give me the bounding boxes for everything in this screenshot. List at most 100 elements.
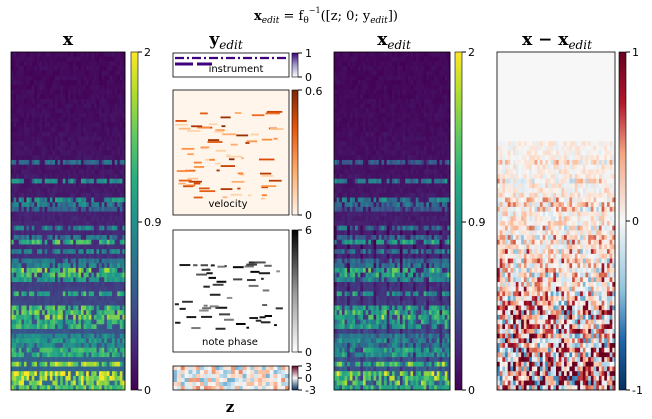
heatmap-cell [436, 159, 440, 166]
heatmap-cell [349, 188, 353, 194]
heatmap-cell [336, 98, 340, 105]
heatmap-cell [352, 197, 356, 203]
heatmap-cell [426, 239, 430, 245]
heatmap-cell [399, 225, 403, 231]
heatmap-cell [434, 117, 438, 123]
heatmap-cell [75, 328, 79, 335]
heatmap-cell [431, 113, 435, 119]
heatmap-cell [91, 89, 95, 95]
heatmap-cell [65, 324, 69, 330]
heatmap-cell [421, 183, 425, 189]
heatmap-cell [336, 230, 340, 236]
heatmap-cell [428, 159, 432, 166]
heatmap-cell [436, 150, 440, 156]
heatmap-cell [11, 197, 14, 203]
heatmap-cell [23, 371, 27, 377]
heatmap-cell [365, 159, 369, 166]
heatmap-cell [91, 357, 95, 363]
heatmap-cell [386, 61, 390, 67]
heatmap-cell [426, 141, 430, 147]
heatmap-cell [68, 183, 71, 189]
heatmap-cell [418, 98, 422, 105]
heatmap-cell [104, 267, 108, 274]
heatmap-cell [381, 66, 385, 72]
heatmap-cell [434, 183, 438, 189]
heatmap-cell [21, 216, 25, 222]
heatmap-cell [65, 347, 69, 353]
heatmap-cell [68, 244, 71, 250]
heatmap-cell [384, 230, 388, 236]
heatmap-cell [42, 192, 46, 198]
heatmap-cell [26, 211, 30, 217]
heatmap-cell [62, 84, 66, 90]
heatmap-cell [68, 352, 71, 358]
heatmap-cell [93, 263, 97, 269]
heatmap-cell [434, 174, 438, 180]
heatmap-cell [117, 61, 121, 67]
heatmap-cell [62, 258, 66, 264]
heatmap-cell [439, 131, 443, 137]
heatmap-cell [357, 211, 361, 217]
heatmap-cell [344, 202, 348, 208]
heatmap-cell [39, 263, 43, 269]
heatmap-cell [65, 296, 69, 302]
heatmap-cell [101, 84, 105, 90]
heatmap-cell [47, 272, 51, 278]
heatmap-cell [444, 211, 448, 217]
heatmap-cell [373, 131, 377, 137]
heatmap-cell [16, 225, 20, 231]
heatmap-cell [96, 352, 100, 358]
heatmap-cell [42, 282, 46, 288]
heatmap-cell [52, 357, 56, 363]
heatmap-cell [23, 375, 27, 382]
heatmap-cell [399, 136, 403, 142]
heatmap-cell [352, 127, 356, 133]
heatmap-cell [341, 216, 345, 222]
heatmap-cell [114, 371, 118, 377]
heatmap-cell [106, 141, 110, 147]
heatmap-cell [55, 225, 59, 231]
heatmap-cell [122, 375, 126, 382]
heatmap-cell [344, 221, 348, 227]
heatmap-cell [18, 52, 22, 58]
heatmap-cell [99, 141, 103, 147]
heatmap-cell [39, 52, 43, 58]
heatmap-cell [368, 56, 372, 62]
heatmap-cell [31, 155, 35, 161]
heatmap-cell [26, 244, 30, 250]
heatmap-cell [431, 117, 435, 123]
heatmap-cell [104, 117, 108, 123]
heatmap-cell [49, 188, 53, 194]
heatmap-cell [381, 103, 385, 109]
heatmap-cell [389, 178, 393, 184]
heatmap-cell [119, 338, 123, 344]
heatmap-cell [65, 343, 69, 349]
heatmap-cell [57, 253, 61, 259]
heatmap-cell [16, 235, 20, 241]
heatmap-cell [122, 258, 126, 264]
heatmap-cell [73, 211, 77, 217]
heatmap-cell [122, 244, 126, 250]
heatmap-cell [405, 56, 409, 62]
heatmap-cell [49, 230, 53, 236]
heatmap-cell [421, 235, 425, 241]
heatmap-cell [83, 267, 87, 274]
heatmap-cell [114, 103, 118, 109]
heatmap-cell [42, 103, 46, 109]
heatmap-cell [413, 80, 417, 86]
heatmap-cell [386, 202, 390, 208]
heatmap-cell [373, 127, 377, 133]
heatmap-cell [80, 94, 84, 100]
heatmap-cell [394, 188, 398, 194]
heatmap-cell [349, 174, 353, 180]
heatmap-cell [104, 305, 108, 311]
heatmap-cell [91, 277, 95, 283]
heatmap-cell [86, 282, 90, 288]
heatmap-cell [349, 225, 353, 231]
heatmap-cell [42, 211, 46, 217]
heatmap-cell [394, 136, 398, 142]
heatmap-cell [368, 52, 372, 58]
heatmap-cell [373, 230, 377, 236]
heatmap-cell [357, 244, 361, 250]
heatmap-cell [16, 70, 20, 76]
